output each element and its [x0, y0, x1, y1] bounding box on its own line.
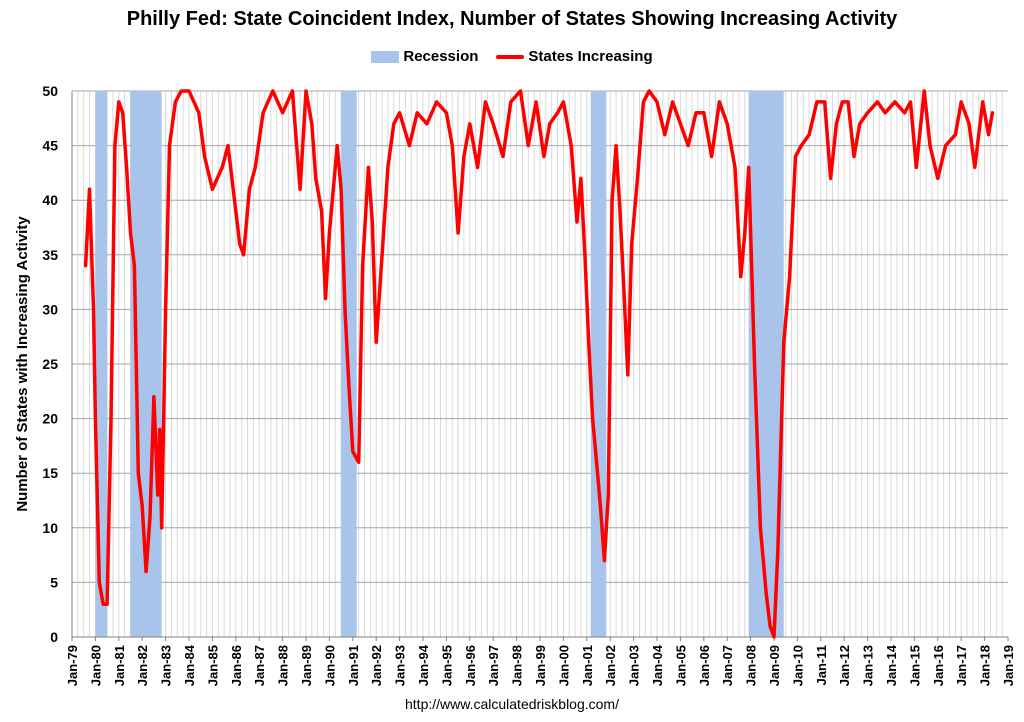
- x-tick-label: Jan-15: [907, 645, 922, 686]
- y-tick-label: 0: [50, 629, 58, 645]
- x-tick-label: Jan-17: [954, 645, 969, 686]
- x-tick-label: Jan-01: [580, 645, 595, 686]
- x-tick-label: Jan-99: [533, 645, 548, 686]
- recession-swatch: [371, 50, 400, 63]
- y-tick-label: 25: [42, 356, 58, 372]
- x-tick-label: Jan-14: [884, 644, 899, 686]
- x-tick-label: Jan-19: [1001, 645, 1016, 686]
- x-tick-label: Jan-04: [650, 644, 665, 686]
- x-tick-label: Jan-03: [627, 645, 642, 686]
- x-tick-label: Jan-98: [510, 645, 525, 686]
- x-tick-label: Jan-94: [416, 644, 431, 686]
- legend-label-recession: Recession: [403, 48, 479, 65]
- y-tick-label: 45: [42, 138, 58, 154]
- x-tick-label: Jan-12: [837, 645, 852, 686]
- x-tick-label: Jan-06: [697, 645, 712, 686]
- x-tick-label: Jan-96: [463, 645, 478, 686]
- chart-title: Philly Fed: State Coincident Index, Numb…: [126, 8, 898, 30]
- y-tick-label: 5: [50, 574, 58, 590]
- x-tick-label: Jan-05: [673, 645, 688, 686]
- x-tick-label: Jan-11: [814, 645, 829, 685]
- legend-item-recession: Recession: [371, 48, 478, 65]
- y-tick-label: 35: [42, 247, 58, 263]
- x-tick-label: Jan-80: [88, 645, 103, 686]
- y-tick-label: 15: [42, 465, 58, 481]
- recession-band: [95, 91, 108, 637]
- x-tick-label: Jan-83: [159, 645, 174, 686]
- y-tick-label: 10: [42, 520, 58, 536]
- legend-item-states-increasing: States Increasing: [496, 48, 653, 65]
- legend-label-states-increasing: States Increasing: [528, 48, 653, 65]
- x-tick-label: Jan-79: [65, 645, 80, 686]
- x-tick-label: Jan-08: [744, 645, 759, 686]
- x-tick-label: Jan-92: [369, 645, 384, 686]
- recession-band: [590, 91, 607, 637]
- x-tick-label: Jan-97: [486, 645, 501, 686]
- x-tick-label: Jan-07: [720, 645, 735, 686]
- y-tick-label: 50: [42, 83, 58, 99]
- x-tick-label: Jan-88: [276, 645, 291, 686]
- source-url: http://www.calculatedriskblog.com/: [405, 696, 619, 712]
- x-tick-label: Jan-89: [299, 645, 314, 686]
- legend: Recession States Increasing: [0, 48, 1024, 65]
- y-tick-label: 40: [42, 192, 58, 208]
- states-increasing-swatch: [496, 54, 525, 59]
- x-tick-label: Jan-09: [767, 645, 782, 686]
- x-tick-label: Jan-13: [861, 645, 876, 686]
- x-tick-label: Jan-02: [603, 645, 618, 686]
- x-tick-label: Jan-90: [322, 645, 337, 686]
- y-tick-label: 20: [42, 411, 58, 427]
- x-tick-label: Jan-86: [229, 645, 244, 686]
- x-tick-label: Jan-87: [252, 645, 267, 686]
- y-tick-label: 30: [42, 301, 58, 317]
- x-tick-label: Jan-82: [135, 645, 150, 686]
- x-tick-label: Jan-10: [790, 645, 805, 686]
- x-tick-label: Jan-85: [205, 645, 220, 686]
- x-tick-label: Jan-81: [112, 645, 127, 686]
- x-tick-label: Jan-18: [978, 645, 993, 686]
- x-tick-label: Jan-16: [931, 645, 946, 686]
- x-tick-label: Jan-95: [439, 645, 454, 686]
- x-tick-label: Jan-00: [556, 645, 571, 686]
- x-tick-label: Jan-91: [346, 645, 361, 686]
- x-tick-label: Jan-84: [182, 644, 197, 686]
- x-tick-label: Jan-93: [393, 645, 408, 686]
- states-increasing-line: [83, 89, 995, 639]
- y-axis-title: Number of States with Increasing Activit…: [14, 216, 31, 512]
